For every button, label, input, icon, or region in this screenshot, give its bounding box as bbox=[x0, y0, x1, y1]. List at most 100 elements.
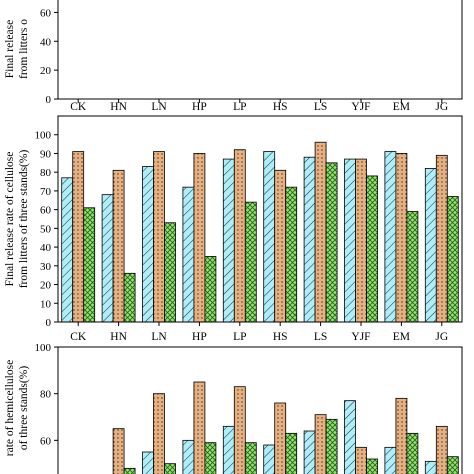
bar-em-series-3 bbox=[406, 432, 419, 474]
x-tick-label: JG bbox=[435, 331, 448, 343]
bar-jg-series-1 bbox=[424, 168, 437, 323]
bar-ls-series-2 bbox=[314, 141, 327, 323]
y-tick-label: 50 bbox=[40, 223, 52, 235]
x-axis-ticks: CK HN LN HP LP HS LS YJF EM JG bbox=[70, 322, 448, 343]
bar-jg-series-3 bbox=[446, 456, 459, 474]
bar-ln-series-1 bbox=[142, 451, 154, 474]
x-tick-label: LP bbox=[233, 331, 246, 343]
bars-layer bbox=[112, 381, 459, 474]
bar-yjf-series-3 bbox=[366, 458, 378, 474]
bar-jg-series-3 bbox=[446, 196, 459, 323]
y-axis-label-line-2: of three stands(%) bbox=[18, 366, 30, 450]
chart-panel-bottom: 60 80 100 rate of hemicellulose of three s… bbox=[4, 342, 463, 474]
bar-ls-series-3 bbox=[325, 418, 338, 474]
bar-lp-series-2 bbox=[233, 386, 246, 474]
bar-em-series-1 bbox=[384, 446, 397, 474]
bar-hs-series-1 bbox=[263, 444, 276, 474]
y-axis-label-line-1: Final release bbox=[4, 20, 16, 78]
y-tick-label: 80 bbox=[40, 167, 52, 179]
bar-hn-series-2 bbox=[112, 169, 125, 323]
bar-ls-series-1 bbox=[303, 430, 316, 474]
y-tick-label: 20 bbox=[40, 280, 52, 292]
x-tick-label: LS bbox=[314, 331, 327, 343]
y-tick-label: 80 bbox=[40, 389, 52, 401]
bar-yjf-series-2 bbox=[355, 158, 367, 323]
chart-panel-top: 0 20 40 60 CK HN LN HP LP HS LS YJF EM JG Final rele… bbox=[4, 0, 463, 113]
bar-em-series-2 bbox=[395, 397, 408, 474]
y-tick-label: 60 bbox=[40, 435, 52, 447]
x-tick-label: HS bbox=[273, 331, 288, 343]
plot-frame bbox=[57, 346, 463, 474]
bar-jg-series-2 bbox=[435, 154, 448, 323]
x-tick-label: LN bbox=[151, 101, 167, 113]
x-axis-ticks: CK HN LN HP LP HS LS YJF EM JG bbox=[70, 99, 448, 113]
bar-ck-series-1 bbox=[61, 177, 74, 323]
x-tick-label: EM bbox=[393, 331, 410, 343]
y-tick-label: 30 bbox=[40, 261, 52, 273]
bar-ck-series-3 bbox=[83, 207, 96, 323]
x-tick-label: YJF bbox=[351, 101, 370, 113]
x-tick-label: EM bbox=[393, 101, 410, 113]
x-tick-label: LN bbox=[151, 331, 167, 343]
bar-ln-series-3 bbox=[164, 463, 176, 474]
chart-panel-middle: 0 10 20 30 40 50 60 70 80 90 100 CK HN LN HP LP HS LS YJF… bbox=[4, 115, 463, 343]
x-tick-label: CK bbox=[70, 101, 87, 113]
plot-frame bbox=[57, 0, 463, 100]
bar-yjf-series-3 bbox=[366, 175, 378, 323]
bar-lp-series-1 bbox=[222, 158, 235, 323]
bar-ln-series-1 bbox=[142, 166, 154, 323]
y-axis-ticks: 60 80 100 bbox=[35, 342, 58, 447]
bar-hs-series-1 bbox=[263, 151, 276, 323]
bar-hp-series-3 bbox=[204, 256, 217, 323]
x-tick-label: HP bbox=[192, 331, 207, 343]
y-axis-ticks: 0 20 40 60 bbox=[40, 7, 58, 106]
bar-jg-series-1 bbox=[424, 460, 437, 474]
bar-jg-series-2 bbox=[435, 425, 448, 474]
y-tick-label: 100 bbox=[35, 130, 52, 142]
x-tick-label: HP bbox=[192, 101, 207, 113]
bar-hn-series-3 bbox=[123, 272, 136, 323]
bar-hp-series-1 bbox=[182, 186, 195, 323]
y-axis-label-line-2: from litters o bbox=[18, 19, 30, 79]
y-tick-label: 70 bbox=[40, 186, 52, 198]
bar-yjf-series-2 bbox=[355, 446, 367, 474]
x-tick-label: LP bbox=[233, 101, 246, 113]
bar-hp-series-1 bbox=[182, 439, 195, 474]
bar-em-series-1 bbox=[384, 151, 397, 323]
bar-lp-series-1 bbox=[222, 425, 235, 474]
y-tick-label: 10 bbox=[40, 298, 52, 310]
bar-ln-series-2 bbox=[153, 393, 165, 474]
x-tick-label: HN bbox=[110, 101, 127, 113]
bar-hs-series-2 bbox=[274, 402, 287, 474]
x-tick-label: HS bbox=[273, 101, 288, 113]
y-tick-label: 0 bbox=[46, 317, 52, 329]
y-tick-label: 40 bbox=[40, 242, 52, 254]
bar-yjf-series-1 bbox=[344, 400, 356, 474]
y-tick-label: 60 bbox=[40, 205, 52, 217]
y-tick-label: 40 bbox=[40, 36, 52, 48]
bar-ls-series-3 bbox=[325, 162, 338, 323]
x-tick-label: CK bbox=[70, 331, 87, 343]
bar-ls-series-2 bbox=[314, 414, 327, 474]
bar-hs-series-3 bbox=[285, 186, 298, 323]
x-tick-label: LS bbox=[314, 101, 327, 113]
x-tick-label: JG bbox=[435, 101, 448, 113]
y-tick-label: 100 bbox=[35, 342, 52, 354]
bar-em-series-3 bbox=[406, 211, 419, 323]
y-axis-ticks: 0 10 20 30 40 50 60 70 80 90 100 bbox=[35, 130, 58, 329]
y-tick-label: 20 bbox=[40, 65, 52, 77]
x-tick-label: YJF bbox=[351, 331, 370, 343]
bar-lp-series-3 bbox=[244, 201, 257, 323]
bar-hp-series-2 bbox=[193, 381, 206, 474]
bar-em-series-2 bbox=[395, 153, 408, 323]
plot-frame bbox=[57, 115, 463, 323]
bar-ln-series-3 bbox=[164, 222, 176, 323]
y-tick-label: 0 bbox=[46, 94, 52, 106]
bar-hp-series-2 bbox=[193, 153, 206, 323]
bar-hp-series-3 bbox=[204, 442, 217, 474]
bar-hs-series-2 bbox=[274, 169, 287, 323]
y-tick-label: 90 bbox=[40, 148, 52, 160]
bar-ln-series-2 bbox=[153, 151, 165, 323]
y-axis-label-line-1: rate of hemicellulose bbox=[4, 360, 16, 456]
